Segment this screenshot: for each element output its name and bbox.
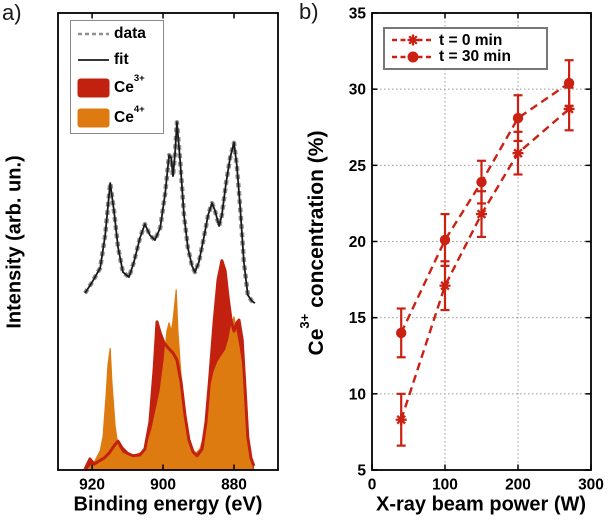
legend-entry-ce3: Ce3+: [77, 73, 157, 98]
panel-a-xaxis-label: Binding energy (eV): [73, 493, 263, 516]
svg-text:880: 880: [221, 477, 247, 494]
svg-text:35: 35: [349, 6, 367, 23]
legend-label-t0: t = 0 min: [439, 31, 503, 49]
legend-entry-ce4: Ce4+: [77, 103, 157, 128]
panel-b-ylabel-rest: concentration (%): [305, 130, 328, 314]
star-marker-icon: [407, 34, 419, 46]
panel-a-plot: 920 900 880: [57, 12, 279, 494]
panel-a-yaxis-label: Intensity (arb. un.): [3, 155, 26, 329]
svg-text:0: 0: [368, 477, 377, 494]
solid-black-line-sample-icon: [78, 58, 109, 61]
red-patch-icon: [77, 78, 110, 98]
curve-data: [83, 119, 257, 306]
svg-text:900: 900: [150, 477, 176, 494]
svg-text:100: 100: [432, 477, 458, 494]
legend-label-ce3: Ce3+: [114, 73, 145, 96]
svg-text:5: 5: [357, 463, 366, 480]
svg-text:20: 20: [349, 234, 366, 251]
legend-entry-t30: t = 30 min: [391, 49, 540, 65]
svg-text:920: 920: [79, 477, 105, 494]
panel-a-legend: data fit Ce3+ Ce4+: [70, 20, 164, 134]
panel-a-axes: 920 900 880: [57, 12, 279, 494]
outline-Ce3+: [83, 259, 256, 470]
legend-entry-fit: fit: [77, 52, 157, 68]
circle-marker-line-sample-icon: [392, 51, 434, 63]
legend-label-fit: fit: [114, 50, 129, 68]
panel-b-ylabel-superscript: 3+: [297, 313, 313, 329]
legend-label-ce4: Ce4+: [114, 103, 145, 127]
panel-b-gridlines: [372, 13, 591, 470]
series-circle: [396, 59, 575, 359]
panel-b-tag: b): [299, 0, 319, 24]
svg-text:200: 200: [505, 477, 531, 494]
panel-b-ylabel-prefix: Ce: [305, 328, 328, 356]
svg-text:30: 30: [349, 82, 366, 99]
orange-patch-icon: [77, 108, 110, 128]
panel-b-axes: 0 100 200 300 5 10 15 20 25 30 35: [349, 6, 604, 494]
dashed-gray-line-sample-icon: [78, 32, 109, 36]
star-marker-line-sample-icon: [392, 34, 434, 46]
area-Ce4+: [88, 289, 253, 470]
panel-b-xaxis-label: X-ray beam power (W): [375, 493, 587, 516]
curve-fit: [84, 121, 256, 304]
series-star: [395, 86, 575, 447]
svg-text:15: 15: [349, 310, 367, 327]
svg-text:25: 25: [349, 158, 367, 175]
circle-marker-icon: [407, 51, 419, 63]
legend-label-t30: t = 30 min: [439, 48, 511, 65]
svg-text:300: 300: [578, 477, 604, 494]
legend-entry-t0: t = 0 min: [391, 31, 540, 49]
panel-a-tag: a): [2, 0, 22, 25]
panel-b-yaxis-label: Ce3+ concentration (%): [297, 130, 329, 356]
svg-text:10: 10: [349, 386, 366, 403]
panel-b-plot: 0 100 200 300 5 10 15 20 25 30 35: [349, 6, 604, 494]
legend-entry-data: data: [77, 26, 157, 42]
legend-label-data: data: [114, 25, 146, 42]
panel-b-legend: t = 0 min t = 30 min: [383, 27, 548, 70]
